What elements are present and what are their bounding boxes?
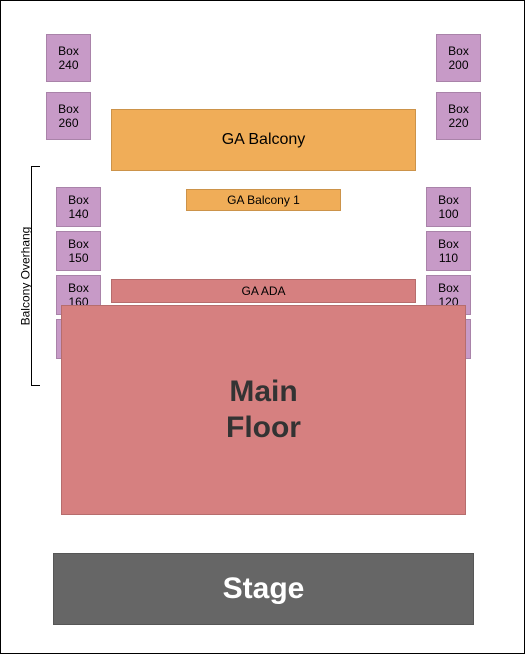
box-200[interactable]: Box200 [436, 34, 481, 82]
box-100[interactable]: Box100 [426, 187, 471, 227]
overhang-label: Balcony Overhang [18, 227, 32, 326]
box-260[interactable]: Box260 [46, 92, 91, 140]
box-110[interactable]: Box110 [426, 231, 471, 271]
main-floor[interactable]: MainFloor [61, 305, 466, 515]
box-140[interactable]: Box140 [56, 187, 101, 227]
ga-balcony-1[interactable]: GA Balcony 1 [186, 189, 341, 211]
box-220[interactable]: Box220 [436, 92, 481, 140]
ga-balcony[interactable]: GA Balcony [111, 109, 416, 171]
ga-ada[interactable]: GA ADA [111, 279, 416, 303]
stage-label: Stage [223, 571, 305, 607]
main-floor-label: MainFloor [226, 374, 301, 446]
box-240[interactable]: Box240 [46, 34, 91, 82]
box-150[interactable]: Box150 [56, 231, 101, 271]
stage[interactable]: Stage [53, 553, 474, 625]
